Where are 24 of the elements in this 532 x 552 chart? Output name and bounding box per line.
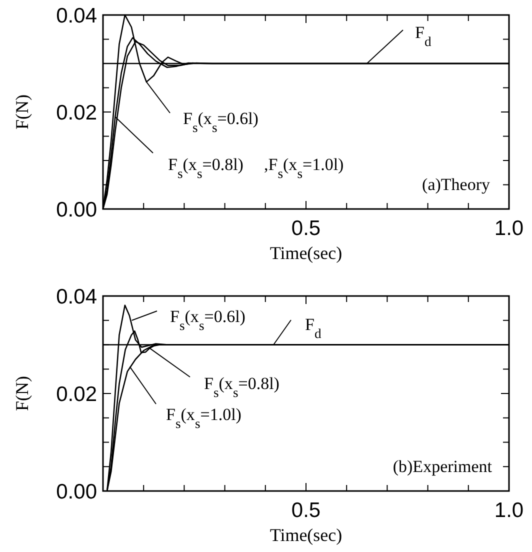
x-axis-title: Time(sec): [270, 243, 342, 263]
legend-label: F$_{d}$: [305, 315, 322, 340]
x-tick-label: 1.0: [494, 217, 524, 240]
legend-label: F$_{d}$: [415, 23, 432, 48]
annotation: F$_{s}$(x$_{s}$=0.8l): [168, 155, 244, 180]
y-tick-label: 0.00: [56, 198, 97, 222]
annotation: F$_{s}$(x$_{s}$=0.6l): [170, 307, 246, 332]
annotation: (b)Experiment: [392, 457, 492, 476]
y-tick-label: 0.00: [56, 480, 97, 504]
annotation: ,F$_{s}$(x$_{s}$=1.0l): [264, 155, 344, 180]
x-tick-label: 0.5: [291, 499, 321, 522]
annotation: F$_{s}$(x$_{s}$=0.8l): [204, 374, 280, 400]
y-axis-title: F(N): [12, 376, 32, 411]
y-tick-label: 0.02: [56, 382, 97, 406]
x-tick-label: 1.0: [494, 499, 524, 522]
y-tick-label: 0.04: [56, 285, 98, 308]
annotation: F$_{s}$(x$_{s}$=0.6l): [183, 109, 258, 134]
annotation: F$_{s}$(x$_{s}$=1.0l): [166, 405, 242, 430]
annotation: (a)Theory: [422, 175, 490, 194]
y-tick-label: 0.04: [56, 4, 98, 28]
y-tick-label: 0.02: [56, 101, 97, 124]
y-axis-title: F(N): [12, 94, 32, 130]
x-tick-label: 0.5: [291, 217, 321, 240]
x-axis-title: Time(sec): [270, 525, 342, 545]
